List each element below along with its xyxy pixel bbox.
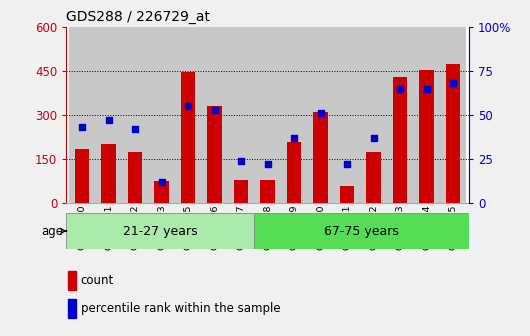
Point — [422, 86, 431, 91]
Bar — [313, 112, 328, 203]
Bar — [334, 27, 360, 203]
Point — [210, 107, 219, 113]
Bar — [393, 77, 408, 203]
Bar — [413, 27, 440, 203]
Text: age: age — [41, 224, 64, 238]
Text: 21-27 years: 21-27 years — [123, 224, 198, 238]
Bar — [148, 27, 175, 203]
Bar — [101, 144, 116, 203]
Bar — [66, 213, 254, 249]
Point — [184, 103, 192, 109]
Bar — [254, 213, 469, 249]
Bar — [122, 27, 148, 203]
Bar — [68, 271, 76, 290]
Text: GDS288 / 226729_at: GDS288 / 226729_at — [66, 10, 210, 25]
Bar — [360, 27, 387, 203]
Bar — [366, 152, 381, 203]
Point — [449, 81, 457, 86]
Bar — [234, 180, 249, 203]
Bar — [287, 141, 302, 203]
Bar — [440, 27, 466, 203]
Bar — [446, 64, 461, 203]
Bar — [201, 27, 228, 203]
Bar — [419, 70, 434, 203]
Text: 67-75 years: 67-75 years — [324, 224, 399, 238]
Bar — [228, 27, 254, 203]
Point — [157, 179, 166, 185]
Bar — [75, 149, 90, 203]
Bar — [260, 180, 275, 203]
Point — [316, 111, 325, 116]
Bar — [340, 185, 355, 203]
Point — [104, 118, 113, 123]
Point — [78, 125, 86, 130]
Bar — [128, 152, 143, 203]
Point — [131, 127, 139, 132]
Point — [263, 162, 272, 167]
Bar — [254, 27, 281, 203]
Point — [343, 162, 351, 167]
Text: count: count — [81, 274, 114, 287]
Bar — [95, 27, 122, 203]
Point — [396, 86, 404, 91]
Bar — [387, 27, 413, 203]
Bar — [281, 27, 307, 203]
Bar — [207, 106, 222, 203]
Bar — [68, 299, 76, 318]
Bar — [69, 27, 95, 203]
Bar — [181, 73, 196, 203]
Bar — [175, 27, 201, 203]
Bar — [154, 181, 169, 203]
Point — [290, 135, 298, 141]
Point — [237, 158, 245, 164]
Bar — [307, 27, 334, 203]
Point — [369, 135, 378, 141]
Text: percentile rank within the sample: percentile rank within the sample — [81, 302, 280, 315]
